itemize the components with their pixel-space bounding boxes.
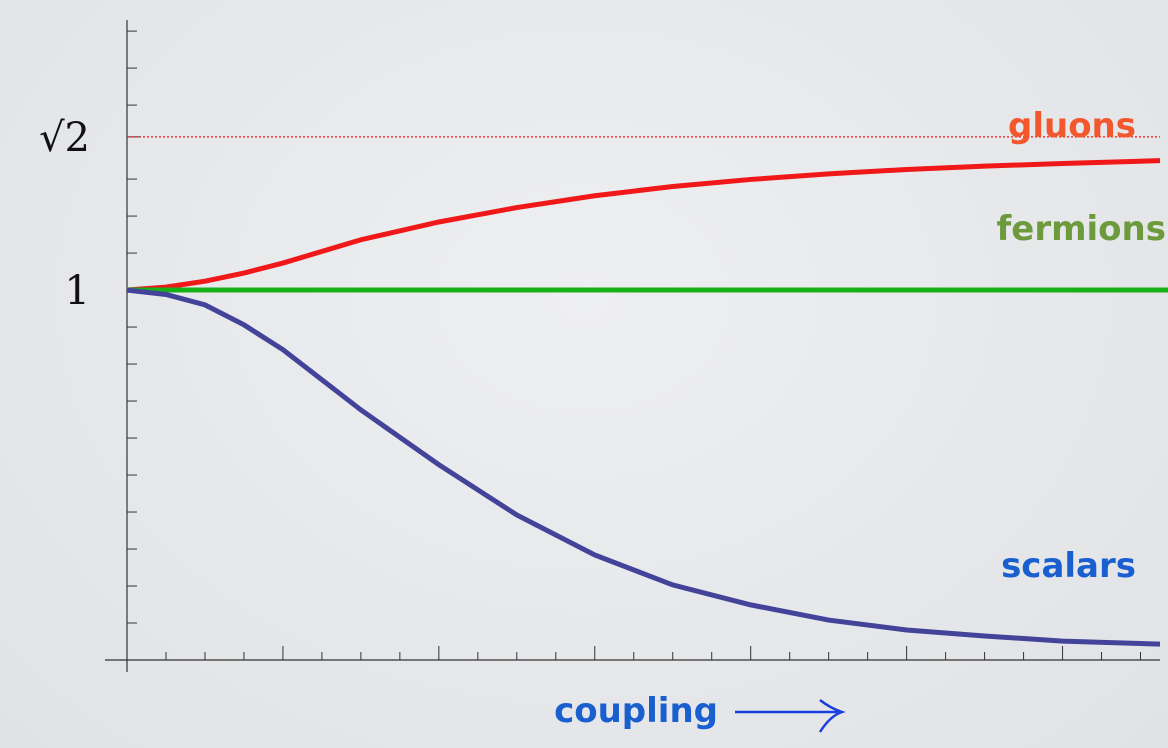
y-tick-label: √2 — [39, 115, 90, 161]
x-axis-label: coupling — [554, 691, 718, 731]
series-label: fermions — [996, 209, 1166, 249]
series-label: gluons — [1008, 106, 1136, 146]
series-label: scalars — [1001, 546, 1136, 586]
line-series — [126, 158, 1161, 293]
y-tick-label: 1 — [65, 268, 90, 314]
x-arrow — [735, 699, 846, 733]
line-series — [126, 287, 1161, 647]
